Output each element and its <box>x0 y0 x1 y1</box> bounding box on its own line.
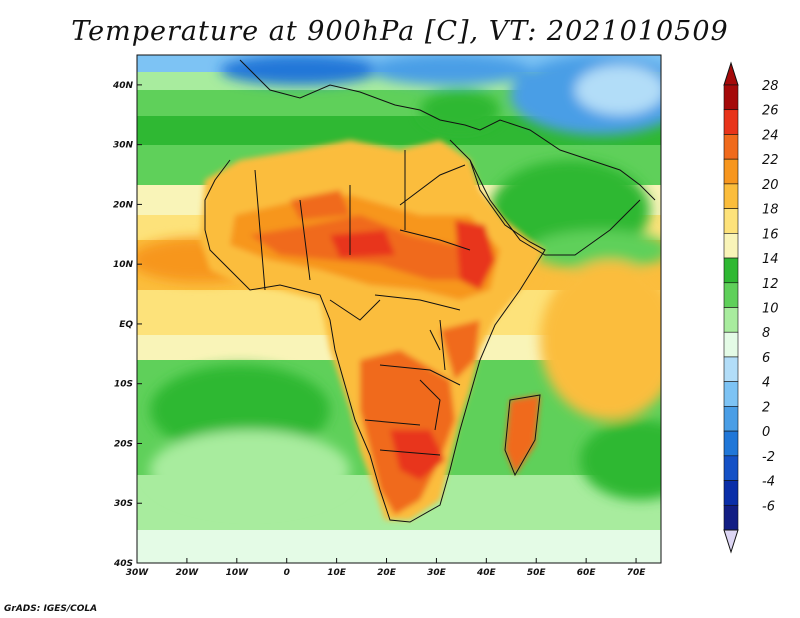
lon-tick-label: 30W <box>126 568 150 578</box>
lat-tick-label: 10S <box>114 380 133 390</box>
colorbar-swatch <box>723 307 739 333</box>
colorbar-label: 16 <box>762 227 779 242</box>
colorbar-swatch <box>723 208 739 234</box>
colorbar-label: -6 <box>762 499 775 514</box>
colorbar-swatch <box>723 430 739 457</box>
colorbar-under-arrow <box>723 529 739 554</box>
colorbar-label: 22 <box>762 153 779 168</box>
colorbar-swatch <box>723 183 739 209</box>
lat-tick-label: 30N <box>113 141 134 151</box>
colorbar-label: 4 <box>762 376 770 391</box>
colorbar-label: 28 <box>762 79 779 94</box>
colorbar-swatch <box>723 406 739 432</box>
lon-tick-label: 10W <box>226 568 250 578</box>
colorbar-label: -2 <box>762 450 775 465</box>
lon-tick-label: 40E <box>476 568 497 578</box>
colorbar-swatch <box>723 480 739 506</box>
colorbar-label: 24 <box>762 128 779 143</box>
lon-tick-label: 0 <box>284 568 290 578</box>
lon-tick-label: 70E <box>627 568 647 578</box>
map-title: Temperature at 900hPa [C], VT: 202101050… <box>71 16 729 47</box>
colorbar-label: 14 <box>762 252 779 267</box>
lat-tick-label: EQ <box>119 320 133 330</box>
colorbar-swatch <box>723 356 739 382</box>
colorbar-label: 12 <box>762 277 779 292</box>
temperature-field <box>137 55 661 563</box>
colorbar-label: 0 <box>762 425 770 440</box>
colorbar-swatch <box>723 158 739 185</box>
lon-tick-label: 60E <box>577 568 597 578</box>
colorbar-swatch <box>723 233 739 259</box>
lon-tick-label: 20W <box>176 568 200 578</box>
colorbar-label: 20 <box>762 178 779 193</box>
lat-tick-label: 30S <box>114 499 133 509</box>
colorbar-label: 26 <box>762 104 779 119</box>
lat-tick-label: 40S <box>113 559 133 569</box>
lon-tick-label: 30E <box>427 568 447 578</box>
colorbar-swatch <box>723 84 739 111</box>
map-frame <box>136 54 662 564</box>
colorbar-swatch <box>723 257 739 284</box>
lon-tick-label: 50E <box>527 568 547 578</box>
lat-tick-label: 10N <box>113 260 134 270</box>
colorbar-label: 18 <box>762 203 779 218</box>
colorbar-swatch <box>723 331 739 358</box>
lon-tick-label: 20E <box>377 568 397 578</box>
colorbar-swatch <box>723 381 739 407</box>
map-axes: 30W 20W 10W 0 10E 20E 30E 40E 50E 60E 70E 40N 30N 20N… <box>112 81 646 578</box>
colorbar-swatch <box>723 109 739 135</box>
colorbar-swatch <box>723 134 739 160</box>
colorbar-label: 6 <box>762 351 770 366</box>
credit-text: GrADS: IGES/COLA <box>4 604 98 614</box>
colorbar-label: 8 <box>762 326 770 341</box>
lat-tick-label: 20N <box>113 200 134 210</box>
colorbar-swatch <box>723 282 739 308</box>
colorbar-swatch <box>723 455 739 481</box>
lat-tick-label: 40N <box>112 81 134 91</box>
coastlines <box>204 59 656 523</box>
lat-tick-label: 20S <box>114 439 133 449</box>
colorbar-label: -4 <box>762 475 775 490</box>
colorbar-over-arrow <box>723 61 739 86</box>
lon-tick-label: 10E <box>327 568 347 578</box>
colorbar-label: 2 <box>762 400 770 415</box>
colorbar-swatch <box>723 504 739 531</box>
colorbar-label: 10 <box>762 302 779 317</box>
